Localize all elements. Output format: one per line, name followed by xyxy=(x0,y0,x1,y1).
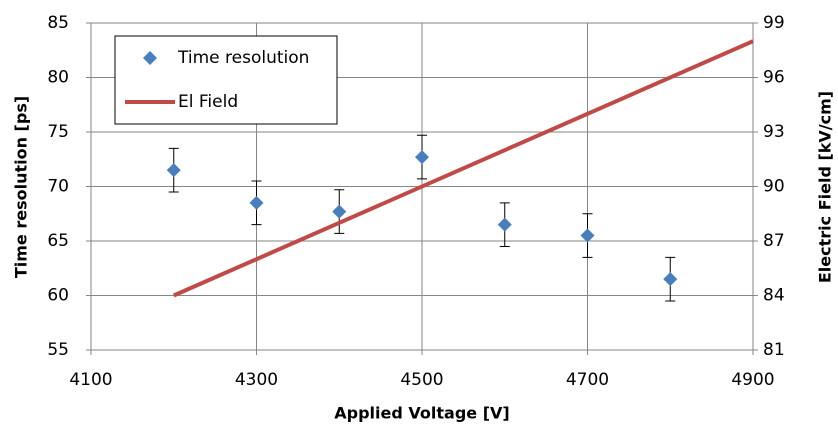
y-axis-title: Time resolution [ps] xyxy=(12,96,31,278)
x-tick-label: 4300 xyxy=(235,370,278,390)
data-point xyxy=(249,195,264,210)
x-axis-title: Applied Voltage [V] xyxy=(334,404,509,423)
y2-tick-label: 99 xyxy=(763,13,785,33)
y-tick-label: 80 xyxy=(47,68,69,88)
y-tick-label: 60 xyxy=(47,286,69,306)
data-point xyxy=(580,228,595,243)
legend-label: Time resolution xyxy=(177,48,309,68)
y-tick-label: 85 xyxy=(47,13,69,33)
x-tick-label: 4100 xyxy=(69,370,112,390)
y2-tick-label: 93 xyxy=(763,122,785,142)
y2-tick-label: 81 xyxy=(763,340,785,360)
x-tick-label: 4700 xyxy=(566,370,609,390)
y2-tick-label: 84 xyxy=(763,286,785,306)
y-tick-label: 70 xyxy=(47,177,69,197)
y2-tick-label: 90 xyxy=(763,177,785,197)
y2-tick-label: 96 xyxy=(763,68,785,88)
y-tick-label: 55 xyxy=(47,340,69,360)
x-tick-label: 4500 xyxy=(400,370,443,390)
data-point xyxy=(166,163,181,178)
y-tick-label: 75 xyxy=(47,122,69,142)
y-tick-label: 65 xyxy=(47,231,69,251)
data-point xyxy=(332,204,347,219)
data-line xyxy=(172,39,754,298)
legend-marker xyxy=(143,51,157,65)
x-tick-label: 4900 xyxy=(731,370,774,390)
data-point xyxy=(663,272,678,287)
y2-axis-title: Electric Field [kV/cm] xyxy=(816,91,835,283)
legend-box xyxy=(114,35,338,125)
y2-tick-label: 87 xyxy=(763,231,785,251)
data-point xyxy=(415,150,429,165)
data-point xyxy=(497,217,512,232)
legend-label: El Field xyxy=(178,92,238,112)
plot-frame xyxy=(90,22,754,351)
